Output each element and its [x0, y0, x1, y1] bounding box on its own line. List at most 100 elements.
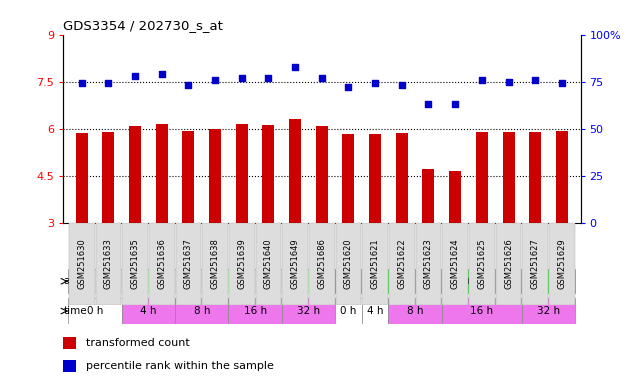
Text: 8 h: 8 h — [194, 306, 210, 316]
Point — [77, 80, 87, 86]
Text: GSM251621: GSM251621 — [370, 239, 380, 289]
Bar — [68, 298, 122, 324]
Point — [290, 63, 300, 70]
Text: GDS3354 / 202730_s_at: GDS3354 / 202730_s_at — [63, 19, 223, 32]
Bar — [96, 223, 121, 305]
Bar — [442, 223, 468, 305]
Point — [210, 77, 220, 83]
Bar — [502, 132, 514, 223]
Bar — [369, 134, 381, 223]
Bar — [362, 298, 389, 324]
Text: GSM251627: GSM251627 — [531, 238, 540, 290]
Text: 32 h: 32 h — [537, 306, 560, 316]
Text: GSM251638: GSM251638 — [211, 238, 220, 290]
Point — [317, 75, 327, 81]
Point — [477, 77, 487, 83]
Point — [343, 84, 353, 90]
Point — [237, 75, 247, 81]
Bar — [175, 298, 228, 324]
Bar — [522, 223, 548, 305]
Text: 0 h: 0 h — [87, 306, 103, 316]
Bar — [282, 223, 308, 305]
Text: GSM251686: GSM251686 — [317, 238, 326, 290]
Bar — [156, 124, 168, 223]
Text: 16 h: 16 h — [470, 306, 493, 316]
Bar — [289, 119, 301, 223]
Text: GSM251625: GSM251625 — [477, 239, 487, 289]
Text: GSM251639: GSM251639 — [237, 238, 246, 290]
Bar — [203, 223, 228, 305]
Bar — [556, 131, 568, 223]
Bar — [343, 134, 355, 223]
Text: GSM251629: GSM251629 — [557, 239, 567, 289]
Text: 4 h: 4 h — [367, 306, 384, 316]
Bar — [228, 298, 282, 324]
Point — [184, 82, 194, 88]
Text: 8 h: 8 h — [407, 306, 423, 316]
Bar — [102, 132, 114, 223]
Bar — [229, 223, 254, 305]
Text: GSM251637: GSM251637 — [184, 238, 193, 290]
Point — [156, 71, 167, 77]
Bar — [69, 223, 95, 305]
Point — [103, 80, 114, 86]
Bar — [389, 298, 442, 324]
Point — [530, 77, 540, 83]
Bar — [423, 169, 435, 223]
Point — [557, 80, 567, 86]
Bar — [262, 125, 274, 223]
Bar — [476, 132, 488, 223]
Bar — [416, 223, 441, 305]
Bar — [529, 132, 541, 223]
Point — [130, 73, 140, 79]
Bar — [496, 223, 521, 305]
Text: agent: agent — [63, 276, 93, 286]
Bar — [335, 269, 575, 294]
Bar — [335, 298, 362, 324]
Point — [397, 82, 407, 88]
Bar — [209, 129, 221, 223]
Bar — [449, 171, 461, 223]
Bar — [122, 223, 148, 305]
Bar — [396, 133, 408, 223]
Text: GSM251624: GSM251624 — [451, 239, 459, 289]
Point — [504, 79, 514, 85]
Text: time: time — [63, 306, 87, 316]
Text: 16 h: 16 h — [244, 306, 267, 316]
Bar — [282, 298, 335, 324]
Bar — [129, 126, 141, 223]
Text: 4 h: 4 h — [140, 306, 156, 316]
Text: 32 h: 32 h — [297, 306, 320, 316]
Bar — [469, 223, 495, 305]
Bar — [68, 269, 335, 294]
Bar — [442, 298, 522, 324]
Bar — [362, 223, 388, 305]
Bar — [256, 223, 281, 305]
Text: cadmium: cadmium — [429, 276, 481, 286]
Bar — [122, 298, 175, 324]
Text: GSM251635: GSM251635 — [131, 238, 139, 290]
Text: percentile rank within the sample: percentile rank within the sample — [86, 361, 274, 371]
Point — [423, 101, 433, 107]
Text: GSM251649: GSM251649 — [291, 239, 300, 289]
Point — [450, 101, 460, 107]
Point — [263, 75, 273, 81]
Text: GSM251626: GSM251626 — [504, 238, 513, 290]
Text: GSM251630: GSM251630 — [77, 238, 86, 290]
Text: GSM251623: GSM251623 — [424, 238, 433, 290]
Text: control: control — [182, 276, 221, 286]
Bar — [522, 298, 575, 324]
Bar — [389, 223, 415, 305]
Bar — [549, 223, 575, 305]
Text: 0 h: 0 h — [340, 306, 357, 316]
Text: transformed count: transformed count — [86, 338, 190, 348]
Text: GSM251620: GSM251620 — [344, 239, 353, 289]
Bar — [63, 359, 76, 372]
Bar — [175, 223, 201, 305]
Text: GSM251636: GSM251636 — [157, 238, 167, 290]
Bar — [316, 126, 328, 223]
Text: GSM251640: GSM251640 — [264, 239, 273, 289]
Bar — [309, 223, 334, 305]
Bar — [336, 223, 362, 305]
Bar — [149, 223, 175, 305]
